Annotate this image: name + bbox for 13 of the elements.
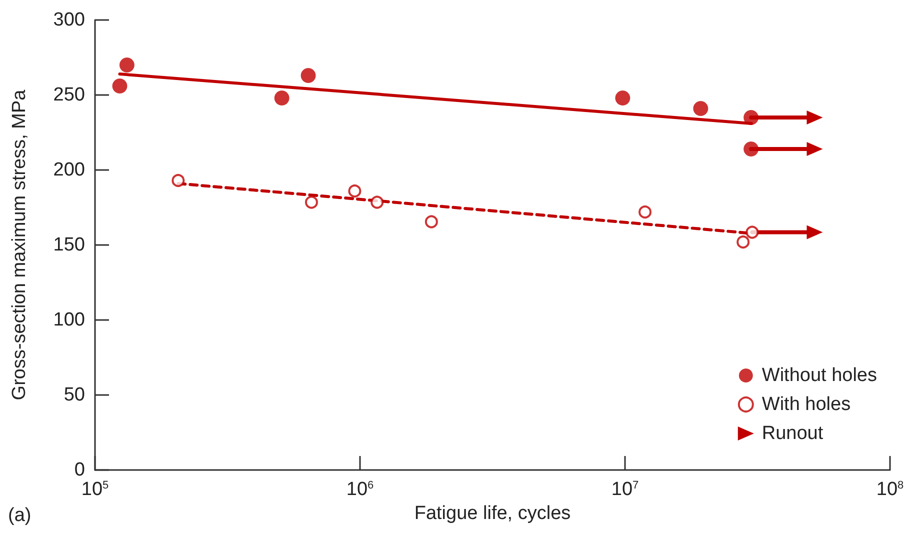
text: (a) bbox=[8, 505, 32, 526]
legend-label: Without holes bbox=[762, 365, 878, 386]
y-tick-label: 50 bbox=[64, 384, 85, 406]
legend-label: Runout bbox=[762, 423, 824, 444]
y-tick-label: 200 bbox=[53, 160, 85, 180]
y-axis-title: Gross-section maximum stress, MPa bbox=[9, 89, 30, 400]
y-tick-label: 250 bbox=[53, 84, 85, 106]
x-axis-title: Fatigue life, cycles bbox=[414, 503, 571, 524]
y-tick-label: 100 bbox=[53, 310, 85, 330]
y-tick-label: 0 bbox=[74, 460, 85, 480]
y-tick-label: 300 bbox=[53, 10, 85, 30]
y-tick-label: 150 bbox=[53, 234, 85, 256]
legend-label: With holes bbox=[762, 394, 851, 415]
